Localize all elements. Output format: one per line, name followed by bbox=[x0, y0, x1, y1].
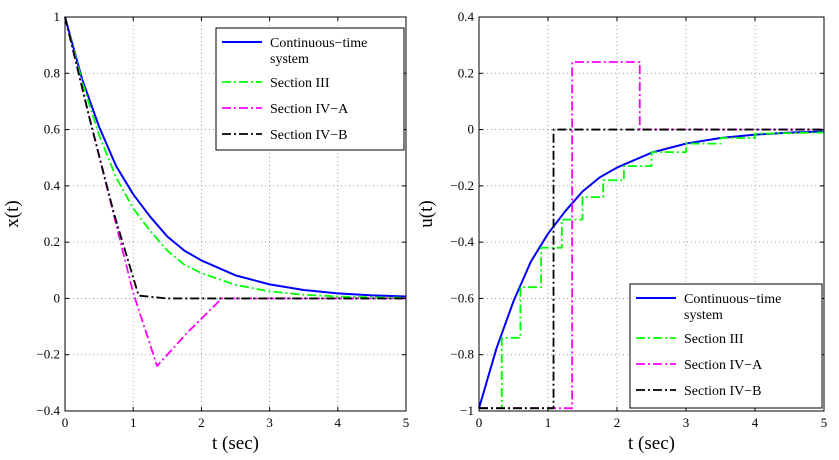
x-tick-label: 3 bbox=[683, 415, 690, 430]
y-tick-label: 0.4 bbox=[458, 9, 475, 24]
chart-panel-2: 0 1 2 3 4 5 −1 −0.8 −0.6 −0.4 −0.2 0 0.2 0.4 t (sec) u(… bbox=[416, 9, 827, 454]
x-tick-label: 3 bbox=[266, 415, 273, 430]
y-tick-label: −0.4 bbox=[36, 403, 60, 418]
legend-box bbox=[215, 27, 405, 151]
legend-label-4: Section IV−B bbox=[270, 128, 348, 143]
legend-label-2: Section III bbox=[684, 332, 744, 347]
y-tick-label: −0.2 bbox=[450, 178, 474, 193]
y-tick-label: 0.6 bbox=[44, 122, 61, 137]
legend-label-1: Continuous−time system bbox=[684, 292, 781, 323]
y-tick-label: −0.6 bbox=[450, 290, 474, 305]
y-tick-label: 0.4 bbox=[44, 178, 61, 193]
axes-box bbox=[64, 16, 407, 412]
x-tick-label: 0 bbox=[62, 415, 69, 430]
legend: Continuous−time system Section III Section … bbox=[629, 283, 823, 409]
legend-label-3: Section IV−A bbox=[270, 102, 349, 117]
x-axis-label: t (sec) bbox=[628, 433, 675, 454]
y-tick-label: 0.2 bbox=[458, 65, 474, 80]
y-axis-label: x(t) bbox=[2, 200, 23, 227]
axes-box bbox=[478, 16, 825, 412]
y-tick-label: 0.8 bbox=[44, 65, 60, 80]
legend-label-3: Section IV−A bbox=[684, 358, 763, 373]
series-line-1 bbox=[64, 16, 407, 298]
y-axis-label: u(t) bbox=[416, 200, 437, 227]
series-line-4 bbox=[64, 16, 406, 300]
y-tick-label: −0.8 bbox=[450, 347, 474, 362]
x-tick-label: 2 bbox=[198, 415, 205, 430]
y-tick-label: −0.4 bbox=[450, 234, 474, 249]
series-line-2 bbox=[64, 16, 407, 299]
series-line-4 bbox=[479, 128, 824, 410]
legend-label-2: Section III bbox=[270, 76, 330, 91]
x-axis-label: t (sec) bbox=[212, 433, 259, 454]
series-line-1 bbox=[478, 130, 825, 409]
legend-label-1: Continuous−time system bbox=[270, 36, 367, 67]
x-tick-label: 2 bbox=[614, 415, 621, 430]
x-tick-label: 1 bbox=[545, 415, 552, 430]
x-tick-label: 4 bbox=[335, 415, 342, 430]
y-tick-label: 0 bbox=[468, 122, 475, 137]
y-tick-label: 0 bbox=[54, 290, 61, 305]
y-tick-label: −0.2 bbox=[36, 347, 60, 362]
x-tick-label: 4 bbox=[752, 415, 759, 430]
x-tick-label: 5 bbox=[403, 415, 410, 430]
x-tick-label: 5 bbox=[821, 415, 828, 430]
x-tick-label: 1 bbox=[130, 415, 137, 430]
y-tick-label: −1 bbox=[460, 403, 474, 418]
legend-box bbox=[629, 283, 823, 409]
series-line-2 bbox=[479, 131, 825, 410]
legend: Continuous−time system Section III Section … bbox=[215, 27, 405, 151]
chart-panel-1: 0 1 2 3 4 5 −0.4 −0.2 0 0.2 0.4 0.6 0.8 1 t (sec) x(t) C… bbox=[2, 9, 409, 454]
y-tick-label: 0.2 bbox=[44, 234, 60, 249]
x-tick-label: 0 bbox=[476, 415, 483, 430]
legend-label-4: Section IV−B bbox=[684, 384, 762, 399]
y-tick-label: 1 bbox=[54, 9, 61, 24]
